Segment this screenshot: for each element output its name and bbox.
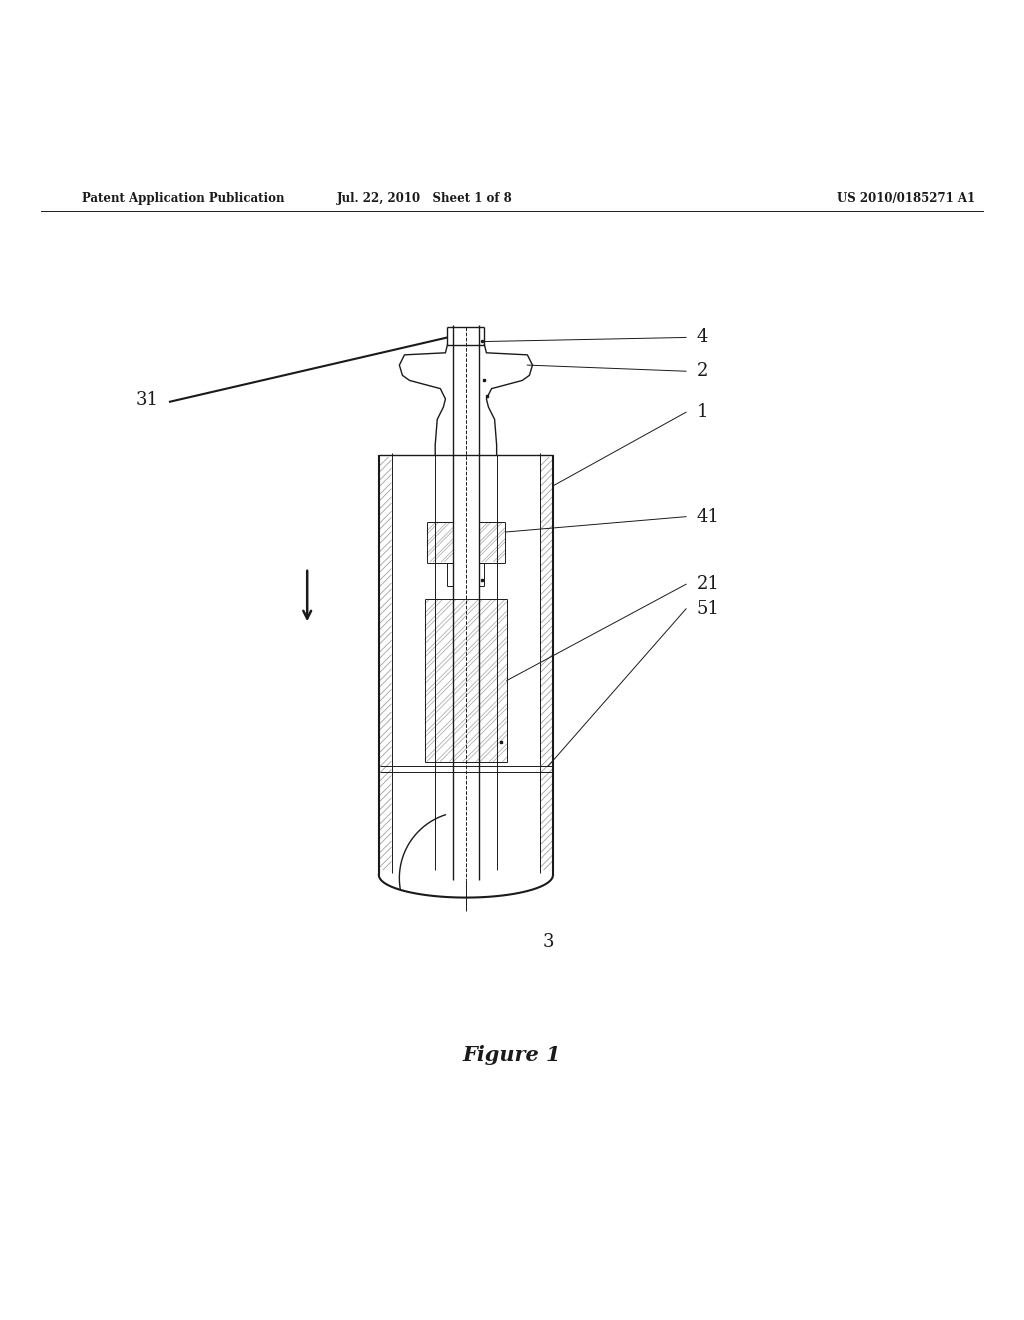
Text: Figure 1: Figure 1 [463,1045,561,1065]
Text: 1: 1 [696,403,708,421]
Text: US 2010/0185271 A1: US 2010/0185271 A1 [838,191,975,205]
Text: Patent Application Publication: Patent Application Publication [82,191,285,205]
Text: 4: 4 [696,329,708,346]
Text: 21: 21 [696,576,719,593]
Text: Jul. 22, 2010   Sheet 1 of 8: Jul. 22, 2010 Sheet 1 of 8 [337,191,513,205]
Text: 41: 41 [696,508,719,525]
Text: 3: 3 [543,933,554,950]
Text: 31: 31 [136,391,159,409]
Text: 51: 51 [696,599,719,618]
Text: 2: 2 [696,362,708,380]
